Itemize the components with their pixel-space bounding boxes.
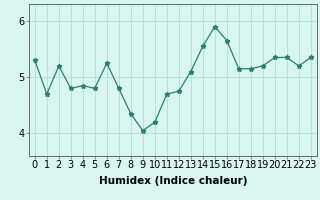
X-axis label: Humidex (Indice chaleur): Humidex (Indice chaleur) bbox=[99, 176, 247, 186]
